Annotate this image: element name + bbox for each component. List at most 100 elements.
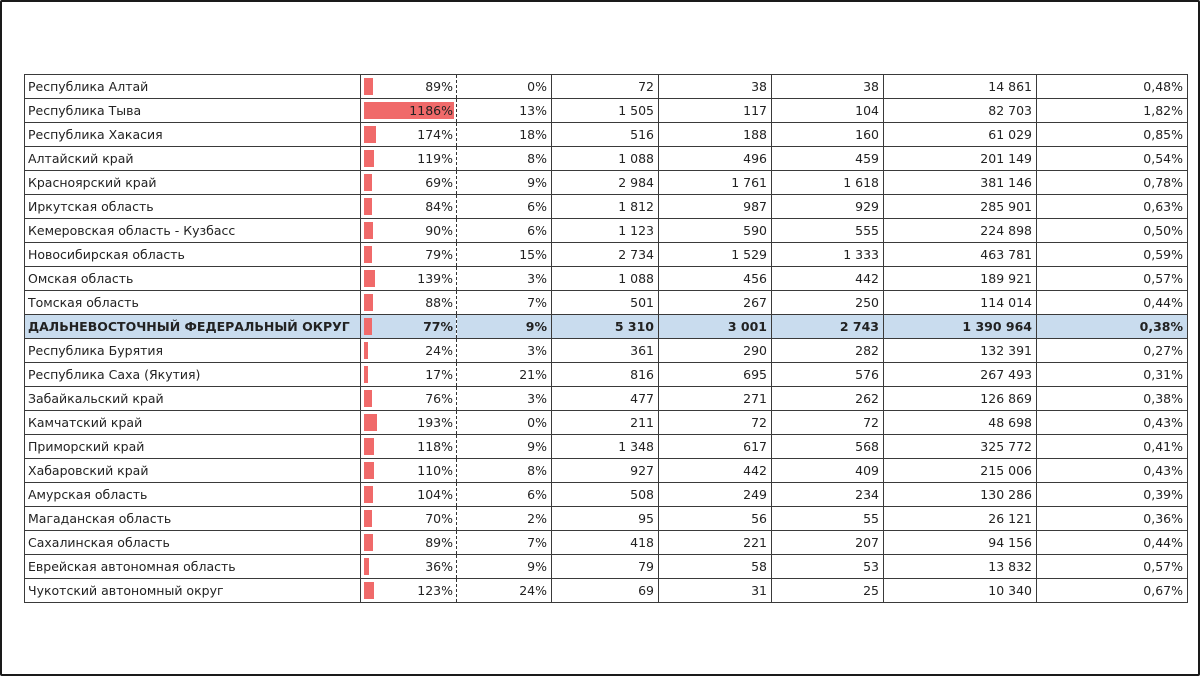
ratio-value: 90% xyxy=(425,223,453,238)
percent-cell: 0,27% xyxy=(1036,338,1188,363)
ratio-bar-cell: 84% xyxy=(360,194,457,219)
ratio-bar-cell: 90% xyxy=(360,218,457,243)
percent-cell: 0,59% xyxy=(1036,242,1188,267)
ratio-bar-cell: 36% xyxy=(360,554,457,579)
ratio-bar-cell: 76% xyxy=(360,386,457,411)
ratio-bar-cell: 104% xyxy=(360,482,457,507)
value-cell-3: 516 xyxy=(551,122,659,147)
region-name-cell: Республика Тыва xyxy=(24,98,361,123)
ratio-value: 84% xyxy=(425,199,453,214)
table-row: Томская область 88% 7% 501 267 250 114 014 0,44… xyxy=(24,290,1188,315)
population-cell: 189 921 xyxy=(883,266,1037,291)
percent-cell: 0,85% xyxy=(1036,122,1188,147)
ratio-bar-cell: 24% xyxy=(360,338,457,363)
ratio-value: 104% xyxy=(417,487,453,502)
ratio-value: 118% xyxy=(417,439,453,454)
ratio-bar-cell: 174% xyxy=(360,122,457,147)
value-cell-5: 104 xyxy=(771,98,884,123)
ratio-bar xyxy=(364,318,372,335)
value-cell-4: 38 xyxy=(658,74,772,99)
share-cell: 7% xyxy=(456,290,552,315)
value-cell-3: 477 xyxy=(551,386,659,411)
population-cell: 463 781 xyxy=(883,242,1037,267)
ratio-value: 77% xyxy=(423,319,453,334)
value-cell-3: 1 088 xyxy=(551,146,659,171)
value-cell-5: 555 xyxy=(771,218,884,243)
value-cell-3: 508 xyxy=(551,482,659,507)
value-cell-3: 2 984 xyxy=(551,170,659,195)
value-cell-5: 2 743 xyxy=(771,314,884,339)
population-cell: 201 149 xyxy=(883,146,1037,171)
ratio-value: 70% xyxy=(425,511,453,526)
region-name-cell: Алтайский край xyxy=(24,146,361,171)
percent-cell: 0,36% xyxy=(1036,506,1188,531)
region-name-cell: Новосибирская область xyxy=(24,242,361,267)
ratio-value: 76% xyxy=(425,391,453,406)
table-row: Чукотский автономный округ 123% 24% 69 31 25 1… xyxy=(24,578,1188,603)
value-cell-3: 69 xyxy=(551,578,659,603)
ratio-value: 89% xyxy=(425,535,453,550)
value-cell-3: 816 xyxy=(551,362,659,387)
region-name-cell: Республика Бурятия xyxy=(24,338,361,363)
table-row: Новосибирская область 79% 15% 2 734 1 529 1 3… xyxy=(24,242,1188,267)
share-cell: 18% xyxy=(456,122,552,147)
value-cell-5: 282 xyxy=(771,338,884,363)
table-body: Республика Алтай 89% 0% 72 38 38 14 861 0,48% Ре… xyxy=(24,74,1188,603)
region-name-cell: Амурская область xyxy=(24,482,361,507)
population-cell: 130 286 xyxy=(883,482,1037,507)
region-name-cell: Приморский край xyxy=(24,434,361,459)
value-cell-3: 1 348 xyxy=(551,434,659,459)
ratio-bar xyxy=(364,246,372,263)
percent-cell: 0,39% xyxy=(1036,482,1188,507)
region-name-cell: Красноярский край xyxy=(24,170,361,195)
region-name-cell: Сахалинская область xyxy=(24,530,361,555)
value-cell-5: 409 xyxy=(771,458,884,483)
value-cell-4: 496 xyxy=(658,146,772,171)
percent-cell: 0,54% xyxy=(1036,146,1188,171)
share-cell: 15% xyxy=(456,242,552,267)
table-row: Кемеровская область - Кузбасс 90% 6% 1 123 5… xyxy=(24,218,1188,243)
table-row: Республика Бурятия 24% 3% 361 290 282 132 391 0… xyxy=(24,338,1188,363)
ratio-bar-cell: 79% xyxy=(360,242,457,267)
value-cell-5: 1 618 xyxy=(771,170,884,195)
ratio-bar xyxy=(364,342,368,359)
regions-table: Республика Алтай 89% 0% 72 38 38 14 861 0,48% Ре… xyxy=(24,74,1188,603)
value-cell-3: 927 xyxy=(551,458,659,483)
share-cell: 8% xyxy=(456,146,552,171)
population-cell: 82 703 xyxy=(883,98,1037,123)
ratio-value: 139% xyxy=(417,271,453,286)
region-name-cell: Камчатский край xyxy=(24,410,361,435)
table-row: Хабаровский край 110% 8% 927 442 409 215 006 0,… xyxy=(24,458,1188,483)
ratio-bar-cell: 193% xyxy=(360,410,457,435)
ratio-bar xyxy=(364,294,373,311)
ratio-bar xyxy=(364,510,372,527)
ratio-bar xyxy=(364,486,373,503)
value-cell-4: 249 xyxy=(658,482,772,507)
population-cell: 325 772 xyxy=(883,434,1037,459)
ratio-bar-cell: 110% xyxy=(360,458,457,483)
ratio-bar-cell: 139% xyxy=(360,266,457,291)
value-cell-4: 188 xyxy=(658,122,772,147)
percent-cell: 0,67% xyxy=(1036,578,1188,603)
table-row: Красноярский край 69% 9% 2 984 1 761 1 618 381… xyxy=(24,170,1188,195)
population-cell: 381 146 xyxy=(883,170,1037,195)
share-cell: 0% xyxy=(456,410,552,435)
share-cell: 9% xyxy=(456,170,552,195)
value-cell-4: 58 xyxy=(658,554,772,579)
percent-cell: 0,38% xyxy=(1036,314,1188,339)
value-cell-5: 929 xyxy=(771,194,884,219)
ratio-value: 1186% xyxy=(409,103,453,118)
ratio-value: 24% xyxy=(425,343,453,358)
share-cell: 21% xyxy=(456,362,552,387)
value-cell-5: 459 xyxy=(771,146,884,171)
ratio-bar-cell: 69% xyxy=(360,170,457,195)
value-cell-4: 695 xyxy=(658,362,772,387)
share-cell: 7% xyxy=(456,530,552,555)
ratio-bar-cell: 17% xyxy=(360,362,457,387)
ratio-bar-cell: 77% xyxy=(360,314,457,339)
region-name-cell: Магаданская область xyxy=(24,506,361,531)
table-row: Республика Хакасия 174% 18% 516 188 160 61 029… xyxy=(24,122,1188,147)
value-cell-3: 211 xyxy=(551,410,659,435)
ratio-bar-cell: 119% xyxy=(360,146,457,171)
share-cell: 9% xyxy=(456,554,552,579)
